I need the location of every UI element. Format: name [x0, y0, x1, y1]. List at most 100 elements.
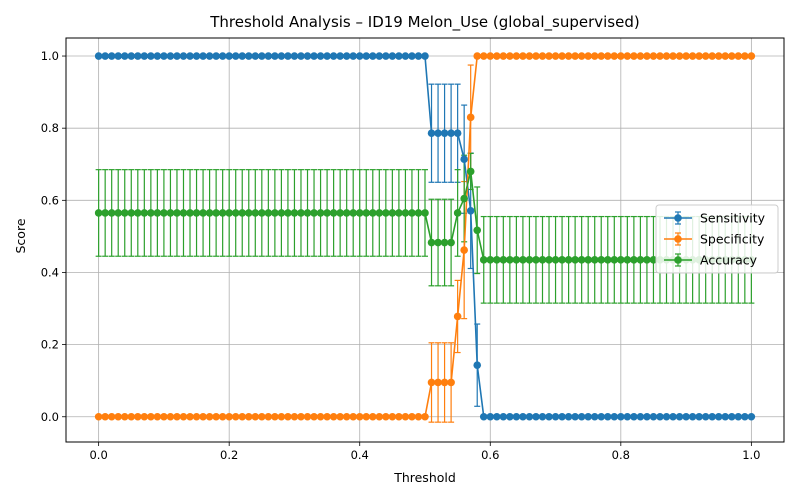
sensitivity-point	[225, 52, 233, 60]
sensitivity-point	[649, 412, 658, 421]
sensitivity-point	[590, 412, 599, 421]
sensitivity-point	[610, 412, 619, 421]
sensitivity-point	[434, 129, 442, 138]
specificity-point	[617, 52, 625, 60]
specificity-point	[662, 52, 671, 60]
specificity-point	[114, 412, 123, 421]
specificity-point	[277, 412, 286, 421]
accuracy-point	[460, 194, 468, 203]
accuracy-point	[532, 256, 540, 264]
specificity-point	[525, 52, 534, 60]
sensitivity-point	[603, 412, 612, 421]
specificity-point	[584, 52, 592, 60]
accuracy-point	[414, 209, 423, 217]
specificity-point	[225, 412, 233, 421]
specificity-point	[342, 412, 351, 421]
legend-box	[655, 204, 779, 274]
accuracy-point	[140, 209, 149, 217]
specificity-point	[479, 52, 488, 60]
accuracy-point	[251, 209, 260, 217]
specificity-point	[571, 52, 579, 60]
accuracy-point	[362, 209, 371, 217]
sensitivity-point	[271, 52, 279, 60]
accuracy-point	[453, 209, 462, 217]
sensitivity-point	[342, 52, 351, 60]
specificity-point	[643, 52, 651, 60]
sensitivity-point	[519, 412, 527, 421]
sensitivity-point	[499, 412, 508, 421]
accuracy-point	[290, 209, 299, 217]
sensitivity-point	[303, 52, 312, 60]
accuracy-point	[493, 256, 501, 264]
accuracy-point	[147, 209, 155, 217]
sensitivity-point	[512, 412, 521, 421]
sensitivity-point	[734, 412, 743, 421]
specificity-point	[362, 412, 371, 421]
specificity-point	[355, 412, 364, 421]
sensitivity-point	[395, 52, 403, 60]
accuracy-point	[643, 256, 651, 264]
specificity-point	[440, 378, 449, 387]
sensitivity-point	[173, 52, 181, 60]
sensitivity-point	[94, 52, 103, 60]
sensitivity-point	[120, 52, 129, 60]
sensitivity-point	[538, 412, 547, 421]
accuracy-point	[597, 256, 606, 264]
accuracy-point	[166, 209, 175, 217]
sensitivity-point	[532, 412, 540, 421]
accuracy-point	[342, 209, 351, 217]
specificity-point	[434, 378, 442, 387]
accuracy-point	[199, 209, 207, 217]
sensitivity-point	[558, 412, 566, 421]
accuracy-point	[421, 209, 429, 217]
specificity-point	[382, 412, 390, 421]
specificity-point	[630, 52, 638, 60]
specificity-point	[590, 52, 599, 60]
specificity-point	[218, 412, 227, 421]
accuracy-point	[186, 209, 194, 217]
sensitivity-point	[688, 412, 697, 421]
sensitivity-point	[479, 412, 488, 421]
accuracy-point	[212, 209, 220, 217]
accuracy-point	[427, 238, 436, 247]
x-tick-label: 0.8	[612, 448, 630, 462]
accuracy-point	[617, 256, 625, 264]
sensitivity-point	[662, 412, 671, 421]
accuracy-point	[564, 256, 573, 264]
sensitivity-point	[186, 52, 194, 60]
accuracy-point	[231, 209, 240, 217]
accuracy-point	[486, 256, 495, 264]
x-tick-label: 0.2	[220, 448, 238, 462]
accuracy-point	[447, 238, 455, 247]
specificity-point	[623, 52, 632, 60]
specificity-point	[741, 52, 749, 60]
sensitivity-point	[695, 412, 703, 421]
accuracy-point	[238, 209, 247, 217]
accuracy-point	[192, 209, 201, 217]
legend-accuracy-marker	[674, 256, 682, 264]
accuracy-point	[310, 209, 318, 217]
sensitivity-point	[284, 52, 292, 60]
sensitivity-point	[414, 52, 423, 60]
specificity-point	[538, 52, 547, 60]
accuracy-point	[264, 209, 273, 217]
sensitivity-point	[440, 129, 449, 138]
sensitivity-point	[362, 52, 371, 60]
specificity-point	[701, 52, 710, 60]
sensitivity-point	[258, 52, 266, 60]
sensitivity-point	[264, 52, 273, 60]
y-tick-label: 0.4	[41, 265, 59, 279]
sensitivity-point	[623, 412, 632, 421]
sensitivity-point	[160, 52, 168, 60]
sensitivity-point	[545, 412, 553, 421]
x-tick-label: 0.0	[89, 448, 107, 462]
sensitivity-point	[656, 412, 664, 421]
accuracy-point	[368, 209, 377, 217]
specificity-point	[336, 412, 344, 421]
specificity-point	[747, 52, 756, 60]
sensitivity-point	[682, 412, 690, 421]
specificity-point	[375, 412, 384, 421]
specificity-point	[231, 412, 240, 421]
accuracy-point	[173, 209, 181, 217]
sensitivity-point	[551, 412, 560, 421]
